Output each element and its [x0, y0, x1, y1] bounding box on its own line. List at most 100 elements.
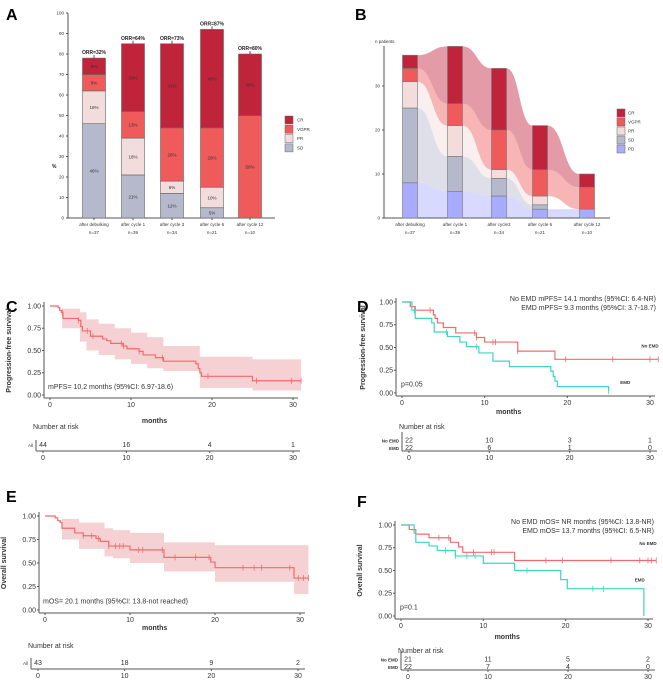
legend-swatch-sd	[284, 143, 294, 153]
risk-x-tick-label: 10	[122, 455, 130, 462]
flow-vgpr	[547, 169, 580, 210]
x-tick-label: n=37	[89, 230, 100, 235]
median-annotation: No EMD mPFS= 14.1 months (95%CI: 6.4-NR)	[510, 296, 656, 303]
flow-cr	[462, 46, 492, 130]
y-tick-label: 0	[61, 216, 64, 221]
risk-count: 11	[484, 657, 491, 664]
flow-sd	[506, 178, 533, 210]
orr-label: ORR=80%	[238, 46, 263, 52]
alluvial-node-pd	[532, 208, 548, 219]
alluvial-node-sd	[402, 107, 418, 184]
risk-x-tick-label: 10	[484, 674, 492, 681]
alluvial-node-vgpr	[402, 68, 418, 82]
y-tick-label: 0.00	[27, 392, 41, 399]
x-tick-label: n=21	[207, 230, 218, 235]
risk-x-tick-label: 30	[646, 455, 654, 462]
alluvial-node-cr	[447, 46, 463, 104]
flow-pr	[506, 169, 533, 205]
y-tick-label: 1.00	[27, 303, 41, 310]
risk-row-label: EMD	[389, 446, 400, 451]
y-tick-label: 0.50	[379, 345, 393, 352]
panel-label-c: C	[6, 299, 18, 316]
risk-x-tick-label: 20	[207, 673, 215, 680]
risk-x-tick-label: 30	[289, 455, 297, 462]
risk-count: 0	[646, 664, 650, 671]
y-tick-label: 0.50	[27, 348, 41, 355]
alluvial-node-vgpr	[491, 129, 507, 170]
alluvial-node-pr	[447, 125, 463, 157]
legend-label: SD	[297, 145, 304, 150]
survival-curve-emd	[402, 301, 610, 392]
flow-vgpr	[417, 68, 448, 126]
alluvial-node-pr	[491, 169, 507, 179]
x-tick-label: n=39	[128, 230, 139, 235]
y-tick-label: 30	[375, 84, 381, 89]
y-tick-label: 20	[59, 175, 65, 180]
x-tick-label: 0	[48, 402, 52, 409]
legend-label: SD	[628, 138, 635, 143]
legend-label: PR	[297, 136, 304, 141]
x-tick-label: after cycle 6	[200, 222, 225, 227]
x-axis-label: months	[142, 625, 167, 632]
alluvial-node-cr	[579, 173, 595, 188]
risk-count: 22	[405, 445, 413, 452]
risk-table-title: Number at risk	[399, 424, 445, 431]
y-axis-label: Progression-free survival	[6, 308, 13, 392]
flow-vgpr	[462, 103, 492, 170]
y-tick-label: 80	[59, 52, 65, 57]
x-tick-label: after cycle 3	[160, 222, 185, 227]
y-tick-label: 0.00	[22, 607, 36, 614]
flow-pd	[547, 209, 580, 218]
x-tick-label: after cycle3	[487, 222, 511, 227]
panel-label-e: E	[6, 489, 17, 506]
bar-value-label: 21%	[128, 194, 137, 199]
x-tick-label: 0	[399, 623, 403, 630]
x-tick-label: n=34	[494, 230, 505, 235]
bar-value-label: 8%	[91, 81, 98, 86]
y-tick-label: 0.75	[22, 537, 36, 544]
y-tick-label: 0	[377, 216, 380, 221]
legend-label: CR	[297, 118, 304, 123]
orr-label: ORR=87%	[200, 21, 225, 27]
y-tick-label: 30	[59, 154, 65, 159]
risk-count: 5	[566, 657, 570, 664]
confidence-band	[50, 306, 302, 391]
risk-row-label: No EMD	[382, 439, 400, 444]
risk-table-title: Number at risk	[28, 643, 74, 650]
y-tick-label: 100	[56, 11, 64, 16]
y-tick-label: 1.00	[378, 522, 392, 529]
risk-count: 1	[568, 445, 572, 452]
x-tick-label: after cycle 1	[121, 222, 146, 227]
alluvial-node-sd	[447, 156, 463, 192]
y-tick-label: 10	[59, 195, 65, 200]
legend-label: CR	[628, 111, 635, 116]
y-tick-label: 0.75	[27, 326, 41, 333]
x-tick-label: n=39	[450, 230, 461, 235]
bar-value-label: 18%	[128, 154, 137, 159]
risk-count: 44	[39, 442, 47, 449]
panel-label-b: B	[355, 7, 367, 24]
legend-swatch-cr	[284, 115, 294, 125]
x-tick-label: 20	[563, 400, 571, 407]
y-axis-label: Overall survival	[357, 544, 364, 596]
x-tick-label: 10	[127, 402, 135, 409]
legend-swatch-pd	[616, 144, 626, 154]
legend-swatch-cr	[616, 108, 626, 118]
risk-x-tick-label: 0	[406, 674, 410, 681]
risk-x-tick-label: 0	[36, 673, 40, 680]
risk-x-tick-label: 20	[564, 674, 572, 681]
risk-count: 2	[646, 657, 650, 664]
legend-swatch-vgpr	[284, 125, 294, 134]
y-tick-label: 20	[375, 128, 381, 133]
x-tick-label: 20	[208, 402, 216, 409]
x-tick-label: n=34	[167, 230, 178, 235]
legend-swatch-sd	[616, 135, 626, 145]
alluvial-node-sd	[532, 204, 548, 210]
p-value: p=0.1	[400, 605, 418, 612]
risk-count: 10	[485, 438, 493, 445]
risk-count: 9	[209, 660, 213, 667]
risk-count: 3	[568, 438, 572, 445]
orr-label: ORR=64%	[121, 36, 146, 42]
